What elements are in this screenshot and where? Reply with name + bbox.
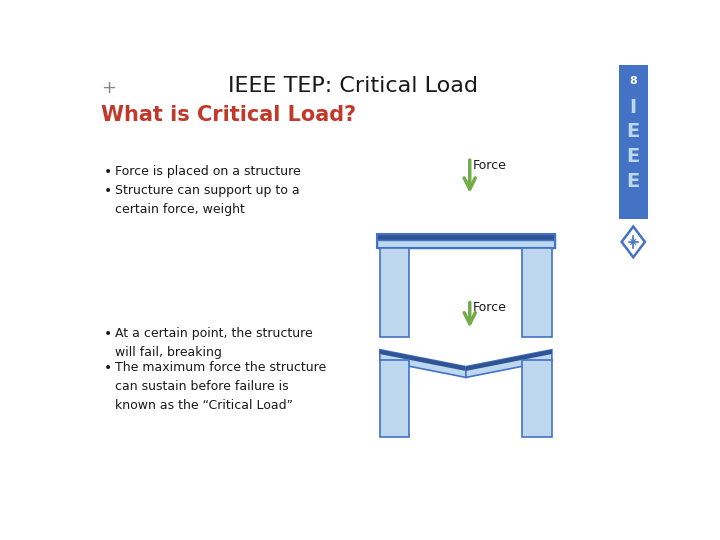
Bar — [380, 361, 409, 437]
Text: •: • — [104, 361, 112, 375]
Polygon shape — [621, 226, 645, 257]
Text: +: + — [101, 79, 116, 97]
Text: •: • — [104, 184, 112, 198]
Bar — [523, 361, 552, 437]
Text: Force: Force — [473, 159, 507, 172]
Text: Force: Force — [473, 301, 507, 314]
Text: I: I — [630, 98, 636, 117]
Polygon shape — [466, 350, 552, 371]
Text: IEEE TEP: Critical Load: IEEE TEP: Critical Load — [228, 76, 479, 96]
Text: The maximum force the structure
can sustain before failure is
known as the “Crit: The maximum force the structure can sust… — [114, 361, 326, 412]
Polygon shape — [380, 350, 466, 371]
Bar — [377, 240, 555, 248]
Polygon shape — [380, 350, 466, 377]
Text: E: E — [626, 172, 640, 191]
Text: 8: 8 — [629, 76, 637, 85]
Text: What is Critical Load?: What is Critical Load? — [101, 105, 356, 125]
Bar — [377, 234, 555, 248]
Polygon shape — [466, 350, 552, 377]
Bar — [523, 248, 552, 336]
Bar — [618, 65, 648, 219]
Text: Force is placed on a structure: Force is placed on a structure — [114, 165, 300, 178]
Text: E: E — [626, 147, 640, 166]
Text: Structure can support up to a
certain force, weight: Structure can support up to a certain fo… — [114, 184, 300, 216]
Text: E: E — [626, 122, 640, 141]
Text: •: • — [104, 327, 112, 341]
Text: At a certain point, the structure
will fail, breaking: At a certain point, the structure will f… — [114, 327, 312, 359]
Bar — [380, 248, 409, 336]
Text: •: • — [104, 165, 112, 179]
Bar — [377, 234, 555, 240]
